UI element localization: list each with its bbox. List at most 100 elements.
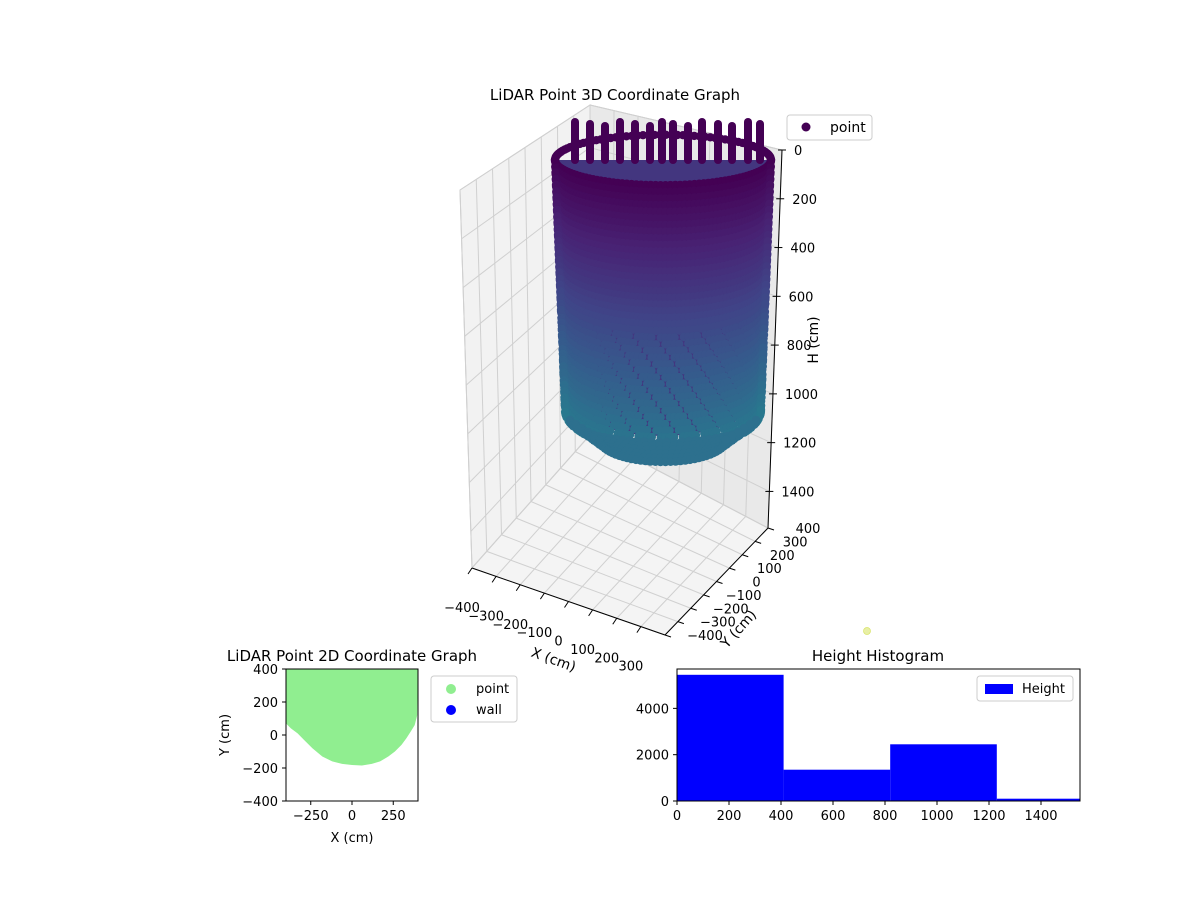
data-point [620, 357, 629, 366]
data-point [761, 280, 771, 290]
x-ticks-2d: −250 0 250 [293, 801, 406, 824]
data-point [679, 346, 688, 355]
data-point [701, 343, 710, 352]
y-tick-mark [754, 540, 762, 544]
data-point [762, 255, 772, 265]
y-tick-label: 0 [752, 576, 760, 591]
data-point [757, 393, 766, 402]
x-tick-label: 200 [594, 651, 619, 666]
legend-2d-marker-point [446, 684, 456, 694]
grid-line-floor-y [501, 534, 691, 609]
data-point [766, 162, 775, 171]
grid-line-left-wall-y [524, 147, 532, 502]
cylinder-points [550, 118, 776, 467]
data-point [762, 274, 771, 283]
data-point [762, 268, 771, 277]
z-tick-label: 0 [794, 144, 802, 159]
data-point [765, 187, 774, 196]
data-point [629, 338, 638, 348]
legend-histogram-label: Height [1022, 682, 1065, 697]
data-point [765, 180, 775, 190]
y-tick-label: −400 [687, 629, 723, 644]
data-point [756, 405, 766, 415]
data-point [761, 287, 770, 296]
y-tick-label-2d: −400 [242, 795, 278, 810]
data-point [651, 340, 661, 349]
data-point [647, 333, 656, 342]
grid-line-floor-y [530, 501, 717, 582]
grid-line-floor-y [516, 517, 704, 596]
x-tick-mark [491, 576, 497, 583]
data-point [761, 299, 770, 308]
data-point [763, 230, 773, 240]
data-point [766, 155, 776, 165]
x-tick-mark [467, 567, 473, 575]
x-tick-label-histogram: 200 [717, 809, 742, 824]
grid-line-floor-y [545, 484, 730, 569]
data-point [761, 293, 770, 302]
data-point [763, 249, 772, 258]
histogram-bar [677, 674, 784, 801]
x-tick-label-histogram: 0 [673, 809, 681, 824]
x-tick-label: 100 [570, 643, 595, 658]
z-tick-label: 1000 [785, 388, 818, 403]
data-point [721, 435, 731, 445]
data-point [764, 224, 773, 233]
histogram-title: Height Histogram [812, 647, 944, 665]
y-tick-mark [690, 607, 697, 611]
y-tick-label: −100 [726, 589, 762, 604]
data-point [684, 352, 693, 361]
data-point [763, 237, 772, 246]
legend-2d-marker-wall [446, 705, 456, 715]
x-tick-label-2d: −250 [293, 809, 329, 824]
data-point [760, 318, 769, 327]
x-tick-mark [564, 601, 569, 608]
y-tick-label-2d: 0 [270, 729, 278, 744]
x-tick-label-histogram: 800 [873, 809, 898, 824]
data-point [759, 330, 769, 340]
x-tick-label: −100 [517, 626, 553, 641]
x-tick-mark [539, 592, 545, 600]
data-point [693, 331, 702, 340]
x-tick-label-histogram: 1000 [920, 809, 953, 824]
z-axis-line [767, 149, 783, 529]
data-point [762, 262, 771, 271]
data-point [633, 345, 642, 355]
data-point [670, 333, 679, 342]
data-point [616, 350, 625, 359]
y-tick-mark [742, 554, 749, 558]
y-tick-label-histogram: 0 [661, 795, 669, 810]
grid-line-left-wall-y [508, 158, 517, 519]
grid-line-floor-y [560, 467, 743, 556]
x-tick-label-2d: 250 [381, 809, 406, 824]
x-axis-label-2d: X (cm) [331, 831, 374, 846]
grid-line-left-wall-y [475, 179, 488, 552]
y-tick-label: 200 [770, 549, 795, 564]
grid-line-floor-y [486, 550, 679, 623]
y-tick-mark [729, 567, 736, 571]
z-tick-label: 1200 [783, 437, 816, 452]
x-tick-label-2d: 0 [348, 809, 356, 824]
data-point [766, 168, 775, 177]
data-point [758, 362, 767, 371]
grid-line-left-wall-y [492, 168, 502, 535]
data-point [763, 243, 772, 252]
z-tick-label: 200 [792, 193, 817, 208]
z-axis-label-3d: H (cm) [806, 316, 822, 363]
y-tick-label-2d: −200 [242, 762, 278, 777]
y-tick-mark [767, 527, 775, 531]
histogram-bar [890, 744, 997, 801]
data-point [764, 205, 774, 215]
x-tick-label: 0 [554, 635, 562, 650]
x-tick-label-histogram: 1200 [972, 809, 1005, 824]
x-tick-label-histogram: 1400 [1024, 809, 1057, 824]
y-tick-label: 400 [796, 522, 821, 537]
data-point [624, 331, 633, 340]
data-point [764, 212, 773, 221]
x-tick-mark [515, 584, 521, 592]
y-tick-label-2d: 400 [253, 663, 278, 678]
y-tick-label: 300 [783, 535, 808, 550]
y-tick-mark [677, 621, 685, 625]
chart-3d: LiDAR Point 3D Coordinate Graph −400−300… [444, 86, 873, 676]
y-tick-label-histogram: 4000 [636, 702, 669, 717]
